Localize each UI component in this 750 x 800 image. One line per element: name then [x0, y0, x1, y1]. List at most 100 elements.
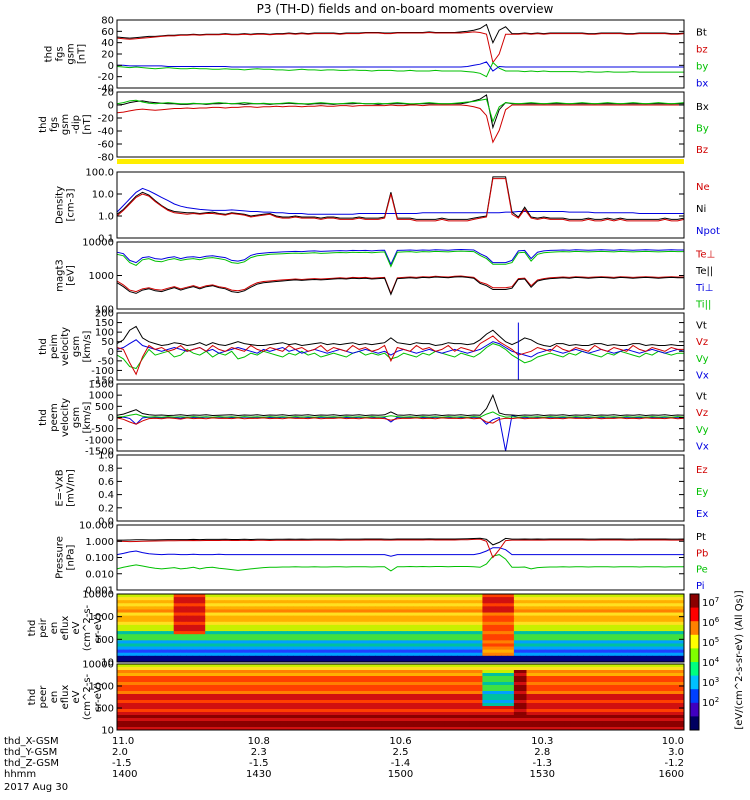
y-axis-label: en [49, 622, 60, 635]
spectrogram-cell [268, 621, 276, 626]
spectrogram-cell [117, 667, 124, 671]
spectrogram-cell [400, 612, 408, 617]
spectrogram-cell [318, 715, 326, 719]
spectrogram-cell [192, 697, 200, 701]
spectrogram-cell [438, 600, 446, 604]
spectrogram-cell [205, 727, 213, 730]
spectrogram-cell [129, 667, 137, 671]
spectrogram-cell [224, 679, 231, 683]
spectrogram-cell [627, 688, 635, 692]
spectrogram-cell [280, 697, 288, 701]
spectrogram-cell [180, 652, 187, 657]
spectrogram-cell [274, 667, 282, 671]
spectrogram-cell [356, 721, 364, 725]
spectrogram-cell [287, 679, 294, 683]
spectrogram-cell [545, 709, 553, 713]
spectrogram-cell [205, 606, 213, 611]
spectrogram-cell [299, 691, 307, 695]
spectrogram-cell [369, 682, 376, 686]
spectrogram-cell [513, 649, 521, 654]
spectrogram-cell [602, 688, 609, 692]
spectrogram-cell [539, 724, 546, 728]
spectrogram-cell [331, 685, 339, 689]
spectrogram-cell [387, 612, 395, 617]
spectrogram-cell [343, 700, 351, 704]
spectrogram-cell [583, 706, 591, 710]
spectrogram-cell [665, 621, 672, 626]
spectrogram-cell [671, 637, 679, 641]
spectrogram-cell [387, 724, 395, 728]
spectrogram-cell [180, 694, 187, 698]
colorbar-tick: 102 [702, 696, 719, 709]
spectrogram-cell [621, 697, 628, 701]
spectrogram-cell [419, 646, 427, 651]
spectrogram-cell [173, 724, 181, 728]
spectrogram-cell [639, 712, 647, 716]
spectrogram-cell [117, 679, 124, 683]
spectrogram-cell [154, 637, 162, 641]
spectrogram-cell [343, 646, 351, 651]
spectrogram-cell [576, 691, 584, 695]
spectrogram-cell [142, 624, 150, 629]
spectrogram-cell [621, 624, 628, 629]
spectrogram-cell [507, 624, 515, 629]
spectrogram-cell [274, 715, 282, 719]
spectrogram-cell [469, 600, 477, 604]
spectrogram-cell [539, 691, 546, 695]
spectrogram-cell [589, 682, 597, 686]
spectrogram-cell [180, 600, 187, 604]
spectrogram-cell [306, 685, 313, 689]
spectrogram-cell [652, 640, 660, 645]
spectrogram-cell [306, 603, 313, 607]
spectrogram-cell [387, 658, 395, 662]
y-tick-label: 100.0 [85, 168, 114, 179]
spectrogram-cell [337, 679, 345, 683]
spectrogram-cell [243, 706, 250, 710]
spectrogram-cell [652, 634, 660, 638]
spectrogram-cell [432, 688, 439, 692]
spectrogram-cell [211, 594, 219, 598]
spectrogram-cell [375, 646, 383, 651]
spectrogram-cell [614, 682, 622, 686]
spectrogram-cell [148, 628, 156, 632]
spectrogram-cell [501, 718, 509, 722]
spectrogram-cell [123, 606, 131, 611]
spectrogram-cell [677, 715, 684, 719]
spectrogram-cell [123, 679, 131, 683]
spectrogram-cell [299, 618, 307, 623]
spectrogram-cell [173, 685, 181, 689]
spectrogram-cell [287, 700, 294, 704]
spectrogram-cell [570, 637, 578, 641]
spectrogram-cell [394, 621, 402, 626]
spectrogram-cell [570, 643, 578, 648]
spectrogram-cell [444, 649, 452, 654]
spectrogram-cell [192, 682, 200, 686]
spectrogram-cell [507, 615, 515, 620]
spectrogram-cell [425, 682, 433, 686]
spectrogram-cell [583, 673, 591, 677]
spectrogram-cell [558, 649, 565, 654]
spectrogram-cell [324, 621, 332, 626]
spectrogram-cell [394, 634, 402, 638]
spectrogram-cell [387, 624, 395, 629]
spectrogram-cell [173, 700, 181, 704]
spectrogram-cell [639, 624, 647, 629]
spectrogram-cell [337, 676, 345, 680]
spectrogram-cell [463, 649, 471, 654]
spectrogram-cell [526, 655, 534, 660]
spectrogram-cell [249, 688, 257, 692]
spectrogram-cell [476, 682, 483, 686]
spectrogram-cell [400, 664, 408, 668]
spectrogram-cell [261, 688, 269, 692]
spectrogram-cell [154, 652, 162, 657]
spectrogram-cell [343, 718, 351, 722]
spectrogram-cell [173, 649, 181, 654]
spectrogram-cell [501, 700, 509, 704]
spectrogram-cell [236, 609, 244, 614]
spectrogram-cell [671, 634, 679, 638]
spectrogram-cell [495, 621, 502, 626]
spectrogram-cell [293, 685, 301, 689]
spectrogram-cell [293, 594, 301, 598]
spectrogram-cell [224, 628, 231, 632]
spectrogram-cell [677, 603, 684, 607]
